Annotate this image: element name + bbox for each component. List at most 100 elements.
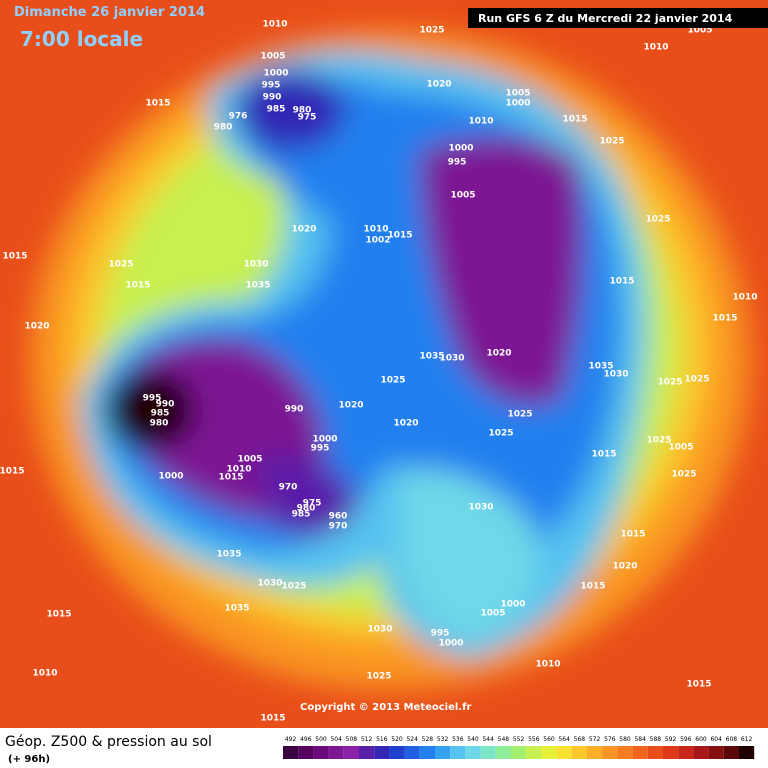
isobar-labels: 1010102510101005100510009959909859769809…	[0, 20, 758, 724]
isobar-label: 1010	[535, 660, 560, 670]
isobar-label: 1005	[480, 609, 505, 619]
scale-label: 604	[710, 736, 722, 743]
scale-label: 572	[589, 736, 601, 743]
isobar-label: 1002	[365, 236, 390, 246]
isobar-label: 980	[293, 106, 312, 116]
isobar-label: 1030	[367, 625, 392, 635]
scale-label: 536	[452, 736, 464, 743]
scale-label: 560	[543, 736, 555, 743]
scale-label: 596	[680, 736, 692, 743]
scale-swatch	[328, 746, 344, 759]
isobar-label: 1010	[732, 293, 757, 303]
isobar-label: 1015	[387, 231, 412, 241]
isobar-label: 1005	[505, 89, 530, 99]
scale-swatch	[450, 746, 466, 759]
scale-swatch	[647, 746, 663, 759]
scale-label: 508	[346, 736, 358, 743]
isobar-label: 1015	[2, 252, 27, 262]
isobar-label: 1000	[312, 435, 337, 445]
isobar-label: 1035	[419, 352, 444, 362]
isobar-label: 1030	[243, 260, 268, 270]
scale-label: 540	[467, 736, 479, 743]
scale-swatch	[359, 746, 375, 759]
isobar-label: 1025	[507, 410, 532, 420]
scale-label: 516	[376, 736, 388, 743]
scale-swatch	[571, 746, 587, 759]
isobar-label: 1000	[505, 99, 530, 109]
isobar-label: 976	[229, 112, 248, 122]
color-scale: 492 496 500 504 508 512 516 520 524 528 532 536 540 5…	[283, 736, 755, 759]
isobar-label: 1025	[380, 376, 405, 386]
run-box	[468, 8, 768, 28]
isobar-label: 1035	[224, 604, 249, 614]
isobar-label: 990	[156, 400, 175, 410]
isobar-label: 1035	[588, 362, 613, 372]
isobar-label: 1015	[218, 473, 243, 483]
isobar-label: 1015	[686, 680, 711, 690]
scale-label: 500	[315, 736, 327, 743]
isobar-label: 1020	[24, 322, 49, 332]
isobar-label: 1020	[612, 562, 637, 572]
isobar-label: 1030	[439, 354, 464, 364]
isobar-label: 995	[143, 394, 162, 404]
isobar-label: 980	[214, 123, 233, 133]
isobar-label: 985	[292, 510, 311, 520]
isobar-label: 1025	[281, 582, 306, 592]
isobar-label: 985	[267, 105, 286, 115]
scale-swatch	[708, 746, 724, 759]
scale-label: 556	[528, 736, 540, 743]
isobar-label: 1025	[671, 470, 696, 480]
scale-swatch	[723, 746, 739, 759]
isobar-label: 975	[303, 499, 322, 509]
scale-swatch	[419, 746, 435, 759]
isobar-label: 995	[262, 81, 281, 91]
scale-swatch	[495, 746, 511, 759]
isobar-label: 1025	[646, 436, 671, 446]
copyright: Copyright © 2013 Meteociel.fr	[300, 702, 471, 713]
scale-swatch	[617, 746, 633, 759]
scale-label: 564	[558, 736, 570, 743]
scale-swatch	[602, 746, 618, 759]
isobar-label: 985	[151, 409, 170, 419]
scale-swatch	[526, 746, 542, 759]
isobar-label: 1000	[263, 69, 288, 79]
isobar-label: 995	[431, 629, 450, 639]
scale-swatch	[465, 746, 481, 759]
isobar-label: 1015	[712, 314, 737, 324]
isobar-label: 1005	[668, 443, 693, 453]
scale-label: 588	[650, 736, 662, 743]
isobar-label: 1020	[426, 80, 451, 90]
isobar-label: 1030	[603, 370, 628, 380]
isobar-label: 1000	[500, 600, 525, 610]
run-label: Run GFS 6 Z du Mercredi 22 janvier 2014	[478, 12, 733, 25]
isobar-label: 995	[448, 158, 467, 168]
scale-swatch	[435, 746, 451, 759]
isobar-label: 1035	[245, 281, 270, 291]
isobar-label: 980	[297, 504, 316, 514]
isobar-label: 1030	[257, 579, 282, 589]
scale-swatch	[343, 746, 359, 759]
isobar-label: 1035	[216, 550, 241, 560]
isobar-label: 1015	[620, 530, 645, 540]
isobar-label: 975	[298, 113, 317, 123]
scale-label: 612	[741, 736, 753, 743]
scale-label: 528	[422, 736, 434, 743]
isobar-label: 1010	[262, 20, 287, 30]
scale-swatch	[541, 746, 557, 759]
scale-swatch	[511, 746, 527, 759]
scale-label: 524	[406, 736, 418, 743]
isobar-label: 980	[150, 419, 169, 429]
isobar-label: 1010	[643, 43, 668, 53]
lead-label: (+ 96h)	[8, 754, 50, 765]
scale-label: 520	[391, 736, 403, 743]
isobar-label: 1020	[291, 225, 316, 235]
isobar-label: 1010	[363, 225, 388, 235]
height-field	[30, 30, 750, 690]
scale-swatch	[313, 746, 329, 759]
scale-swatch	[556, 746, 572, 759]
scale-swatch	[632, 746, 648, 759]
scale-swatch	[283, 746, 299, 759]
scale-swatch	[389, 746, 405, 759]
